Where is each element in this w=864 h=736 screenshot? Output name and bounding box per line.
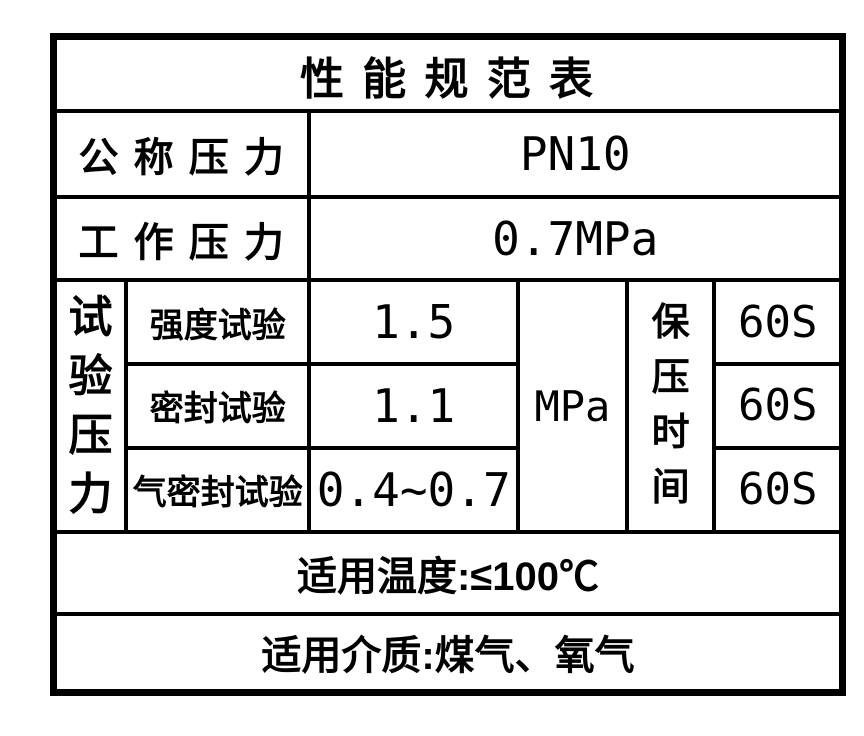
strength-test-value: 1.5 [307, 278, 521, 366]
strength-test-label: 强度试验 [124, 278, 312, 366]
air-seal-test-label: 气密封试验 [124, 445, 312, 535]
air-seal-test-value: 0.4~0.7 [307, 445, 521, 535]
seal-test-label: 密封试验 [124, 361, 312, 450]
applicable-temperature-text: 适用温度:≤100℃ [51, 530, 845, 616]
performance-spec-table: 性 能 规 范 表 公 称 压 力 PN10 工 作 压 力 0.7MPa 试 … [50, 33, 846, 696]
nominal-pressure-label: 公 称 压 力 [51, 109, 312, 199]
test-pressure-group-label: 试 验 压 力 [51, 278, 129, 535]
seal-test-hold-time: 60S [712, 361, 845, 450]
applicable-medium-text: 适用介质:煤气、氧气 [51, 611, 845, 695]
strength-test-hold-time: 60S [712, 278, 845, 366]
working-pressure-value: 0.7MPa [307, 194, 845, 283]
seal-test-value: 1.1 [307, 361, 521, 450]
nominal-pressure-value: PN10 [307, 109, 845, 199]
table-title: 性 能 规 范 表 [51, 34, 845, 114]
working-pressure-label: 工 作 压 力 [51, 194, 312, 283]
test-pressure-unit: MPa [516, 278, 629, 535]
air-seal-test-hold-time: 60S [712, 445, 845, 535]
hold-time-group-label: 保 压 时 间 [624, 278, 717, 535]
